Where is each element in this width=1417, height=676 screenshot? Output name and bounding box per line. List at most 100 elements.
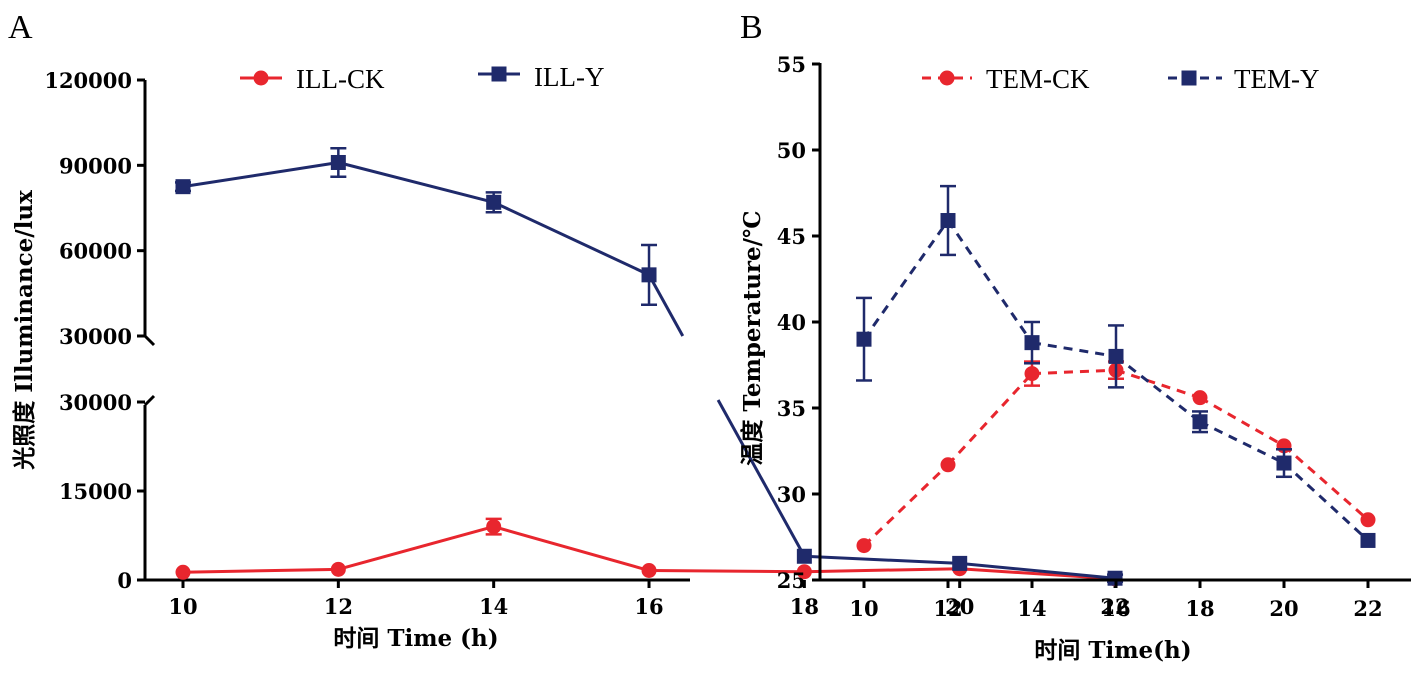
panel-a-ill-y-point: [1107, 570, 1123, 586]
panel-b-tem-ck-line-segment: [1115, 368, 1201, 400]
panel-b-tem-ck-line-segment: [1283, 444, 1369, 521]
panel-b-y-tick-label: 55: [777, 52, 806, 77]
panel-a-y-tick-label: 90000: [59, 153, 132, 178]
panel-b-y-tick-label: 25: [777, 568, 806, 593]
legend-tem-y-label: TEM-Y: [1234, 64, 1319, 94]
panel-a-x-tick-label: 18: [790, 594, 819, 619]
panel-a-ill-y-point: [796, 548, 812, 564]
panel-a-ill-ck-point: [641, 563, 657, 579]
panel-a-y-tick-label: 30000: [59, 390, 132, 415]
legend-ill-ck-marker: [253, 70, 269, 86]
panel-b-tem-y-point: [856, 331, 872, 347]
panel-a-ill-ck-point: [175, 564, 191, 580]
panel-a-ill-y-line-segment: [337, 161, 495, 204]
panel-b-x-axis-title: 时间 Time(h): [1034, 637, 1191, 664]
panel-b-x-tick-label: 12: [933, 596, 962, 621]
panel-b-tem-y-point: [1276, 455, 1292, 471]
panel-a-ill-y-line-segment: [182, 161, 339, 189]
panel-a-legend: ILL-CK ILL-Y: [240, 62, 604, 94]
panel-a-y-tick-label: 0: [117, 568, 132, 593]
panel-b-tem-ck-line-segment: [1199, 396, 1285, 448]
panel-a-ill-ck-point: [486, 519, 502, 535]
panel-a-ill-y-line-segment: [959, 561, 1116, 580]
panel-b-y-tick-label: 45: [777, 224, 806, 249]
panel-a-x-tick-label: 16: [634, 594, 663, 619]
panel-a-ill-y-point: [486, 194, 502, 210]
panel-b-tem-y-point: [1192, 414, 1208, 430]
panel-b-tem-y-point: [1360, 532, 1376, 548]
panel-b-x-ticks: 10 12 14 16 18 20 22: [849, 580, 1383, 621]
panel-a-ill-ck-line-segment: [182, 567, 339, 574]
panel-b-tem-y-point: [1024, 335, 1040, 351]
panel-a-ill-y-line-segment: [493, 200, 650, 277]
panel-a-ill-ck-line-segment: [804, 567, 960, 574]
panel-a-y-tick-label: 120000: [44, 68, 132, 93]
panel-a-x-tick-label: 10: [168, 594, 197, 619]
panel-a-series: [175, 147, 1124, 587]
panel-a-ill-ck-line-segment: [649, 569, 805, 574]
panel-b-tem-y-line-segment: [1115, 355, 1201, 423]
panel-a-y-tick-label: 60000: [59, 239, 132, 264]
panel-b-letter: B: [740, 9, 763, 46]
panel-a-x-tick-label: 14: [479, 594, 508, 619]
panel-a-x-tick-label: 20: [945, 594, 974, 619]
panel-a-ill-y-line-segment: [647, 274, 685, 337]
panel-b-tem-ck-line-segment: [862, 463, 950, 547]
panel-b-legend: TEM-CK TEM-Y: [922, 64, 1319, 94]
panel-a-y-ticks: 0 15000 30000 30000 60000 90000 120000: [44, 68, 145, 593]
panel-a-x-ticks: 10 12 14 16 18 20 22: [168, 580, 1130, 619]
panel-a-axis-break-mark-lower: [143, 394, 156, 407]
panel-a-ill-y-line-segment: [804, 554, 960, 565]
legend-tem-ck-label: TEM-CK: [986, 64, 1090, 94]
panel-b-y-ticks: 25 30 35 40 45 50 55: [777, 52, 820, 593]
panel-b-tem-ck-point: [1192, 390, 1208, 406]
panel-b-tem-ck-line-segment: [946, 372, 1034, 466]
panel-b-tem-ck-point: [940, 457, 956, 473]
panel-a-ill-ck-line-segment: [493, 525, 650, 572]
panel-b-tem-y-line-segment: [1199, 420, 1285, 465]
panel-b-tem-y-line-segment: [1282, 461, 1370, 542]
panel-b-tem-y-point: [940, 213, 956, 229]
legend-tem-ck-marker: [939, 70, 955, 86]
panel-a-ill-y-point: [952, 555, 968, 571]
panel-b-x-tick-label: 22: [1353, 596, 1382, 621]
panel-b-x-tick-label: 16: [1101, 596, 1130, 621]
panel-b-tem-y-line-segment: [862, 219, 950, 341]
panel-b-tem-y-line-segment: [1031, 341, 1117, 358]
panel-b-x-tick-label: 18: [1185, 596, 1214, 621]
panel-a-ill-ck-point: [796, 564, 812, 580]
panel-a-y-tick-label: 30000: [59, 324, 132, 349]
panel-b-y-tick-label: 40: [777, 310, 806, 335]
panel-b-y-axis-title: 温度 Temperature/℃: [739, 210, 766, 465]
panel-a-ill-y-point: [330, 154, 346, 170]
legend-ill-y-label: ILL-Y: [534, 62, 604, 92]
panel-b-x-tick-label: 10: [849, 596, 878, 621]
panel-a-x-tick-label: 12: [324, 594, 353, 619]
panel-b-tem-y-point: [1108, 348, 1124, 364]
panel-b-y-tick-label: 35: [777, 396, 806, 421]
panel-a-x-axis-title: 时间 Time (h): [333, 625, 498, 652]
panel-b-tem-ck-point: [1024, 366, 1040, 382]
panel-b-tem-y-line-segment: [946, 219, 1034, 344]
panel-a-ill-ck-point: [330, 561, 346, 577]
panel-a-y-axis-title: 光照度 Illuminance/lux: [11, 190, 38, 471]
legend-ill-ck-label: ILL-CK: [296, 64, 385, 94]
panel-a-ill-y-point: [641, 267, 657, 283]
panel-b-tem-ck-point: [856, 538, 872, 554]
panel-a-x-tick-label: 22: [1100, 594, 1129, 619]
panel-b-x-tick-label: 20: [1269, 596, 1298, 621]
panel-b-x-tick-label: 14: [1017, 596, 1046, 621]
panel-b-series: [856, 184, 1376, 554]
panel-a-ill-y-point: [175, 179, 191, 195]
panel-b-tem-ck-point: [1360, 512, 1376, 528]
panel-a-axis-break-mark-upper: [143, 334, 156, 347]
panel-a-y-tick-label: 15000: [59, 479, 132, 504]
panel-a-ill-ck-line-segment: [337, 525, 495, 571]
legend-ill-y-marker: [491, 66, 507, 82]
panel-a-ill-y-line-segment: [716, 399, 806, 557]
panel-b-y-tick-label: 50: [777, 138, 806, 163]
panel-b-tem-ck-line-segment: [1031, 368, 1117, 376]
legend-tem-y-marker: [1181, 70, 1197, 86]
